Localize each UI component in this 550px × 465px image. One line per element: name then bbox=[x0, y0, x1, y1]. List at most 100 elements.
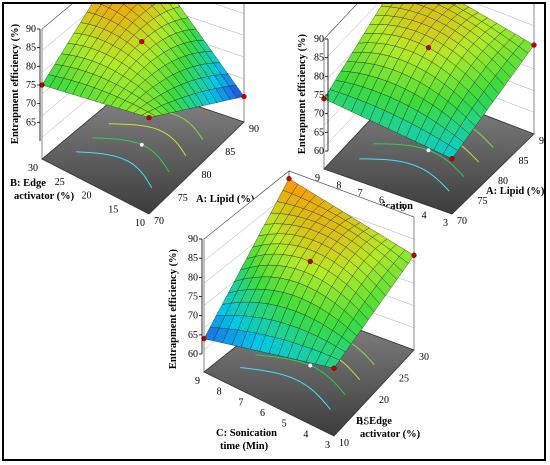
y-axis-title-line1: C: Sonication bbox=[216, 428, 277, 439]
z-tick-label: 80 bbox=[188, 272, 198, 283]
x-tick-label: 10 bbox=[339, 438, 349, 449]
floor-contour-line bbox=[240, 367, 331, 411]
z-tick-label: 60 bbox=[314, 146, 324, 157]
x-tick-label: 85 bbox=[225, 147, 235, 158]
x-tick-label: 70 bbox=[457, 216, 467, 227]
z-tick-label: 90 bbox=[26, 24, 36, 35]
y-tick-label: 3 bbox=[443, 218, 448, 229]
y-tick-label: 3 bbox=[325, 440, 330, 451]
z-tick-label: 85 bbox=[26, 43, 36, 54]
x-axis-title: A: Lipid (%) bbox=[486, 186, 544, 197]
floor-contour-line bbox=[76, 151, 153, 189]
z-tick-label: 85 bbox=[188, 253, 198, 264]
wall-gridline bbox=[476, 4, 535, 26]
floor-projection-point bbox=[307, 363, 313, 368]
design-point bbox=[146, 114, 152, 121]
y-tick-label: 7 bbox=[358, 188, 363, 199]
x-tick-label: 15 bbox=[359, 417, 369, 428]
y-tick-label: 6 bbox=[260, 408, 265, 419]
x-tick-label: 90 bbox=[249, 124, 259, 135]
z-tick-label: 90 bbox=[314, 34, 324, 45]
y-tick-label: 9 bbox=[195, 376, 200, 387]
design-point bbox=[321, 96, 327, 102]
wall-gridline bbox=[214, 4, 245, 14]
surface-patch bbox=[436, 4, 441, 6]
x-tick-label: 75 bbox=[178, 193, 188, 204]
surface-patch bbox=[101, 4, 113, 9]
surface-patch bbox=[380, 4, 393, 7]
z-tick-label: 70 bbox=[188, 311, 198, 322]
wall-gridline bbox=[150, 4, 245, 36]
surface-patch bbox=[399, 4, 415, 11]
design-point bbox=[331, 365, 337, 371]
design-point bbox=[241, 93, 247, 100]
design-point bbox=[425, 45, 432, 51]
x-axis-title-line1: B: Edge bbox=[356, 416, 392, 427]
y-tick-label: 4 bbox=[422, 211, 427, 222]
y-axis-title-line2: time (Min) bbox=[220, 441, 269, 452]
z-tick-label: 90 bbox=[188, 234, 198, 245]
design-point bbox=[411, 252, 417, 258]
wall-gridline bbox=[203, 192, 290, 262]
y-tick-label: 7 bbox=[238, 397, 243, 408]
floor-projection-point bbox=[426, 147, 431, 153]
z-tick-label: 85 bbox=[314, 53, 324, 64]
z-tick-label: 75 bbox=[314, 90, 324, 101]
surface-plot-lipid-edge-activator: 65 70 75 80 85 90 Entrapment efficiency (%) 30 2… bbox=[10, 4, 259, 229]
x-tick-label: 85 bbox=[519, 156, 529, 167]
floor-plane bbox=[41, 83, 245, 215]
wall-gridline bbox=[323, 4, 378, 61]
y-tick-label: 5 bbox=[282, 419, 287, 430]
y-tick-label: 8 bbox=[336, 181, 341, 192]
y-tick-label: 4 bbox=[303, 429, 308, 440]
design-point bbox=[531, 42, 537, 48]
floor-contour-line bbox=[359, 158, 450, 192]
z-tick-label: 60 bbox=[188, 349, 198, 360]
x-tick-label: 70 bbox=[154, 216, 164, 227]
z-tick-label: 70 bbox=[314, 109, 324, 120]
x-tick-label: 80 bbox=[498, 176, 508, 187]
design-point bbox=[139, 38, 145, 45]
x-tick-label: 90 bbox=[539, 136, 544, 147]
surface-patch bbox=[390, 4, 403, 9]
design-point bbox=[449, 156, 455, 162]
y-tick-label: 8 bbox=[217, 387, 222, 398]
surface-patch bbox=[451, 4, 457, 6]
z-tick-label: 65 bbox=[26, 117, 36, 128]
z-axis-title: Entrapment efficiency (%) bbox=[168, 248, 179, 369]
design-point bbox=[307, 258, 313, 265]
x-tick-label: 80 bbox=[202, 170, 212, 181]
floor-projection-point bbox=[139, 142, 145, 148]
z-tick-label: 70 bbox=[26, 99, 36, 110]
y-tick-label: 10 bbox=[135, 218, 145, 229]
z-tick-label: 80 bbox=[26, 61, 36, 72]
x-tick-label: 30 bbox=[419, 352, 429, 363]
z-tick-label: 75 bbox=[188, 292, 198, 303]
y-axis-title-line1: B: Edge bbox=[10, 178, 46, 189]
z-tick-label: 80 bbox=[314, 71, 324, 82]
x-tick-label: 25 bbox=[399, 374, 409, 385]
surface-patch bbox=[416, 4, 427, 7]
x-tick-label: 75 bbox=[478, 196, 488, 207]
x-axis-title-line2: activator (%) bbox=[360, 429, 421, 440]
surface-patch bbox=[123, 4, 138, 11]
figure-frame: 65 70 75 80 85 90 Entrapment efficiency (%) 30 2… bbox=[2, 2, 546, 461]
z-tick-label: 75 bbox=[26, 80, 36, 91]
x-axis-title: A: Lipid (%) bbox=[196, 194, 255, 205]
z-axis-title: Entrapment efficiency (%) bbox=[10, 23, 21, 144]
y-tick-label: 9 bbox=[315, 173, 320, 184]
y-tick-label: 30 bbox=[28, 163, 38, 174]
z-tick-label: 65 bbox=[188, 330, 198, 341]
y-tick-label: 5 bbox=[400, 203, 405, 214]
z-axis-title: Entrapment efficiency (%) bbox=[297, 33, 308, 154]
y-tick-label: 20 bbox=[82, 191, 92, 202]
y-axis-title-line2: activator (%) bbox=[14, 191, 75, 202]
floor-contour-line bbox=[108, 123, 187, 156]
design-point bbox=[286, 176, 292, 182]
x-tick-label: 20 bbox=[379, 395, 389, 406]
y-tick-label: 25 bbox=[55, 177, 65, 188]
surface-patch bbox=[150, 4, 156, 7]
